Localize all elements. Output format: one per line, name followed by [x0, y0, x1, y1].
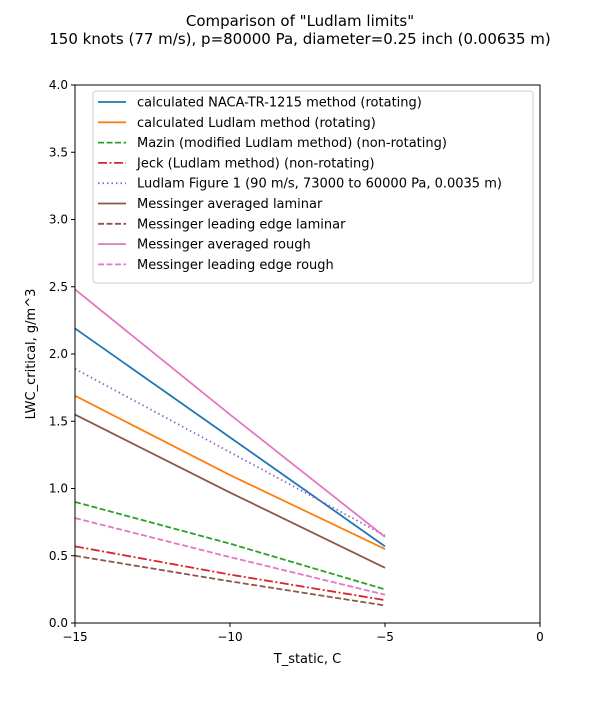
legend-label: Ludlam Figure 1 (90 m/s, 73000 to 60000 …: [137, 177, 502, 192]
y-tick-label: 1.0: [49, 482, 68, 496]
y-tick-label: 4.0: [49, 78, 68, 92]
x-tick-label: −15: [62, 630, 87, 644]
legend-label: calculated Ludlam method (rotating): [137, 116, 376, 131]
series-line-6: [74, 413, 386, 569]
legend-label: Messinger leading edge laminar: [137, 217, 346, 232]
y-tick-label: 0.0: [49, 616, 68, 630]
legend-box: [92, 90, 534, 284]
legend-label: Mazin (modified Ludlam method) (non-rota…: [137, 136, 447, 151]
series-line-4: [74, 545, 386, 602]
y-tick-label: 0.5: [49, 549, 68, 563]
series-line-3: [74, 501, 386, 591]
x-tick-label: 0: [536, 630, 544, 644]
series-line-5: [74, 368, 386, 537]
y-tick-label: 2.5: [49, 280, 68, 294]
series-line-2: [74, 394, 386, 550]
y-tick-label: 2.0: [49, 347, 68, 361]
x-axis-label: T_static, C: [273, 652, 341, 667]
legend-label: Messinger leading edge rough: [137, 258, 334, 273]
y-axis-label: LWC_critical, g/m^3: [24, 289, 39, 420]
y-tick-label: 3.0: [49, 213, 68, 227]
legend-label: calculated NACA-TR-1215 method (rotating…: [137, 96, 422, 111]
x-tick-label: −5: [376, 630, 394, 644]
y-tick-label: 1.5: [49, 414, 68, 428]
series-line-7: [74, 554, 386, 607]
legend-label: Messinger averaged rough: [137, 238, 311, 253]
series-line-1: [74, 327, 386, 548]
chart-title: Comparison of "Ludlam limits": [186, 12, 414, 30]
plot-area: −15 −10 −5 0 0.0 0.5 1.0 1.5 2.0 2.5 3.0 3.5 4.0 calc…: [49, 78, 544, 644]
legend-label: Messinger averaged laminar: [137, 197, 323, 212]
series-line-9: [74, 517, 386, 596]
y-tick-label: 3.5: [49, 145, 68, 159]
series-line-8: [74, 288, 386, 538]
legend-label: Jeck (Ludlam method) (non-rotating): [136, 156, 375, 171]
x-tick-label: −10: [217, 630, 242, 644]
chart-subtitle: 150 knots (77 m/s), p=80000 Pa, diameter…: [49, 30, 551, 48]
